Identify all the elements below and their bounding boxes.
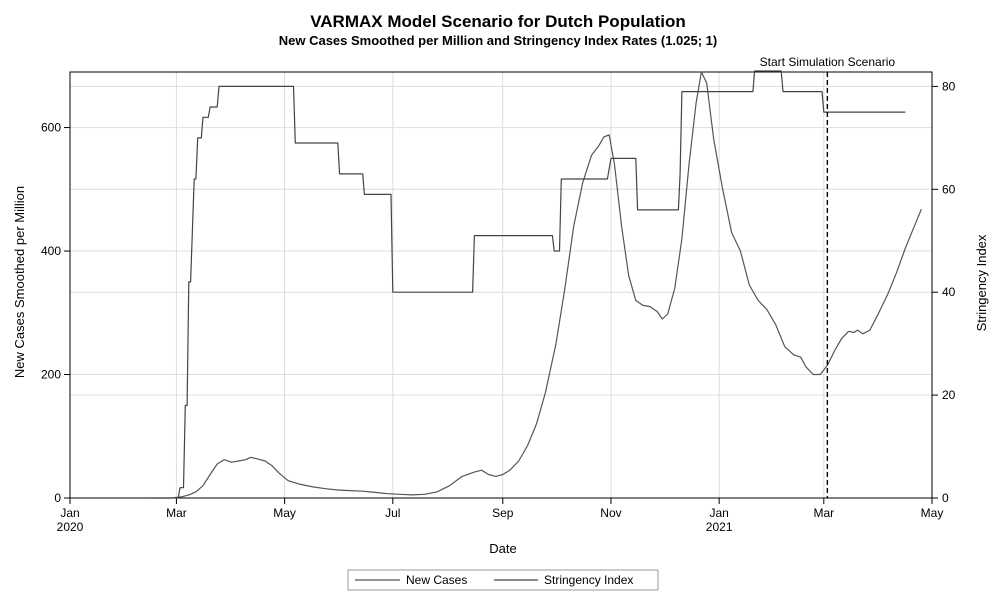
plot-frame — [69, 71, 933, 499]
x-tick-label: May — [273, 506, 296, 520]
x-tick-label: Jan — [60, 506, 79, 520]
y2-tick-label: 0 — [942, 491, 949, 505]
chart-title: VARMAX Model Scenario for Dutch Populati… — [310, 12, 686, 31]
y-axis-label: New Cases Smoothed per Million — [12, 186, 27, 378]
annotation-layer: Start Simulation Scenario — [760, 55, 896, 498]
y2-tick-label: 60 — [942, 182, 956, 196]
x-tick-label: Jan — [709, 506, 728, 520]
y-tick-label: 400 — [41, 244, 61, 258]
chart-subtitle: New Cases Smoothed per Million and Strin… — [279, 33, 718, 48]
y-axis-left: 0 200 400 600 — [41, 121, 70, 505]
y-tick-label: 200 — [41, 368, 61, 382]
x-tick-label: Jul — [385, 506, 400, 520]
legend: New Cases Stringency Index — [347, 569, 659, 591]
y2-tick-label: 80 — [942, 79, 956, 93]
y2-tick-label: 40 — [942, 285, 956, 299]
x-tick-label: Sep — [492, 506, 514, 520]
y-tick-label: 0 — [54, 491, 61, 505]
y-axis-right: 0 20 40 60 80 — [932, 79, 956, 505]
y2-axis-label: Stringency Index — [974, 234, 989, 331]
x-tick-year-label: 2021 — [706, 520, 733, 534]
x-tick-year-label: 2020 — [57, 520, 84, 534]
grid-lines — [69, 72, 933, 499]
series-line-stringency — [149, 70, 906, 499]
x-axis-label: Date — [489, 541, 516, 556]
simulation-start-label: Start Simulation Scenario — [760, 55, 896, 69]
legend-label-stringency: Stringency Index — [544, 573, 633, 587]
series-layer — [149, 70, 922, 499]
x-tick-label: Mar — [813, 506, 834, 520]
y-tick-label: 600 — [41, 121, 61, 135]
series-line-new-cases — [149, 71, 922, 499]
x-tick-label: May — [921, 506, 944, 520]
x-tick-label: Mar — [166, 506, 187, 520]
y2-tick-label: 20 — [942, 388, 956, 402]
legend-label-new-cases: New Cases — [406, 573, 467, 587]
x-tick-label: Nov — [600, 506, 621, 520]
